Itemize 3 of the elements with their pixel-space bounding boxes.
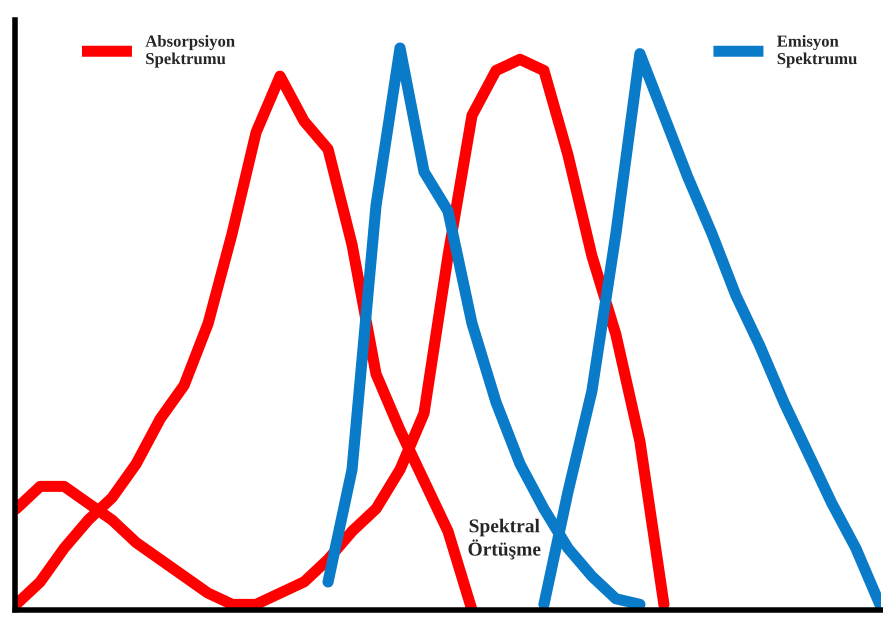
annotation: Spektral Örtüşme [468,518,541,560]
legend-label: Absorpsiyon Spektrumu [145,35,235,68]
legend-label: Emisyon Spektrumu [777,35,857,68]
